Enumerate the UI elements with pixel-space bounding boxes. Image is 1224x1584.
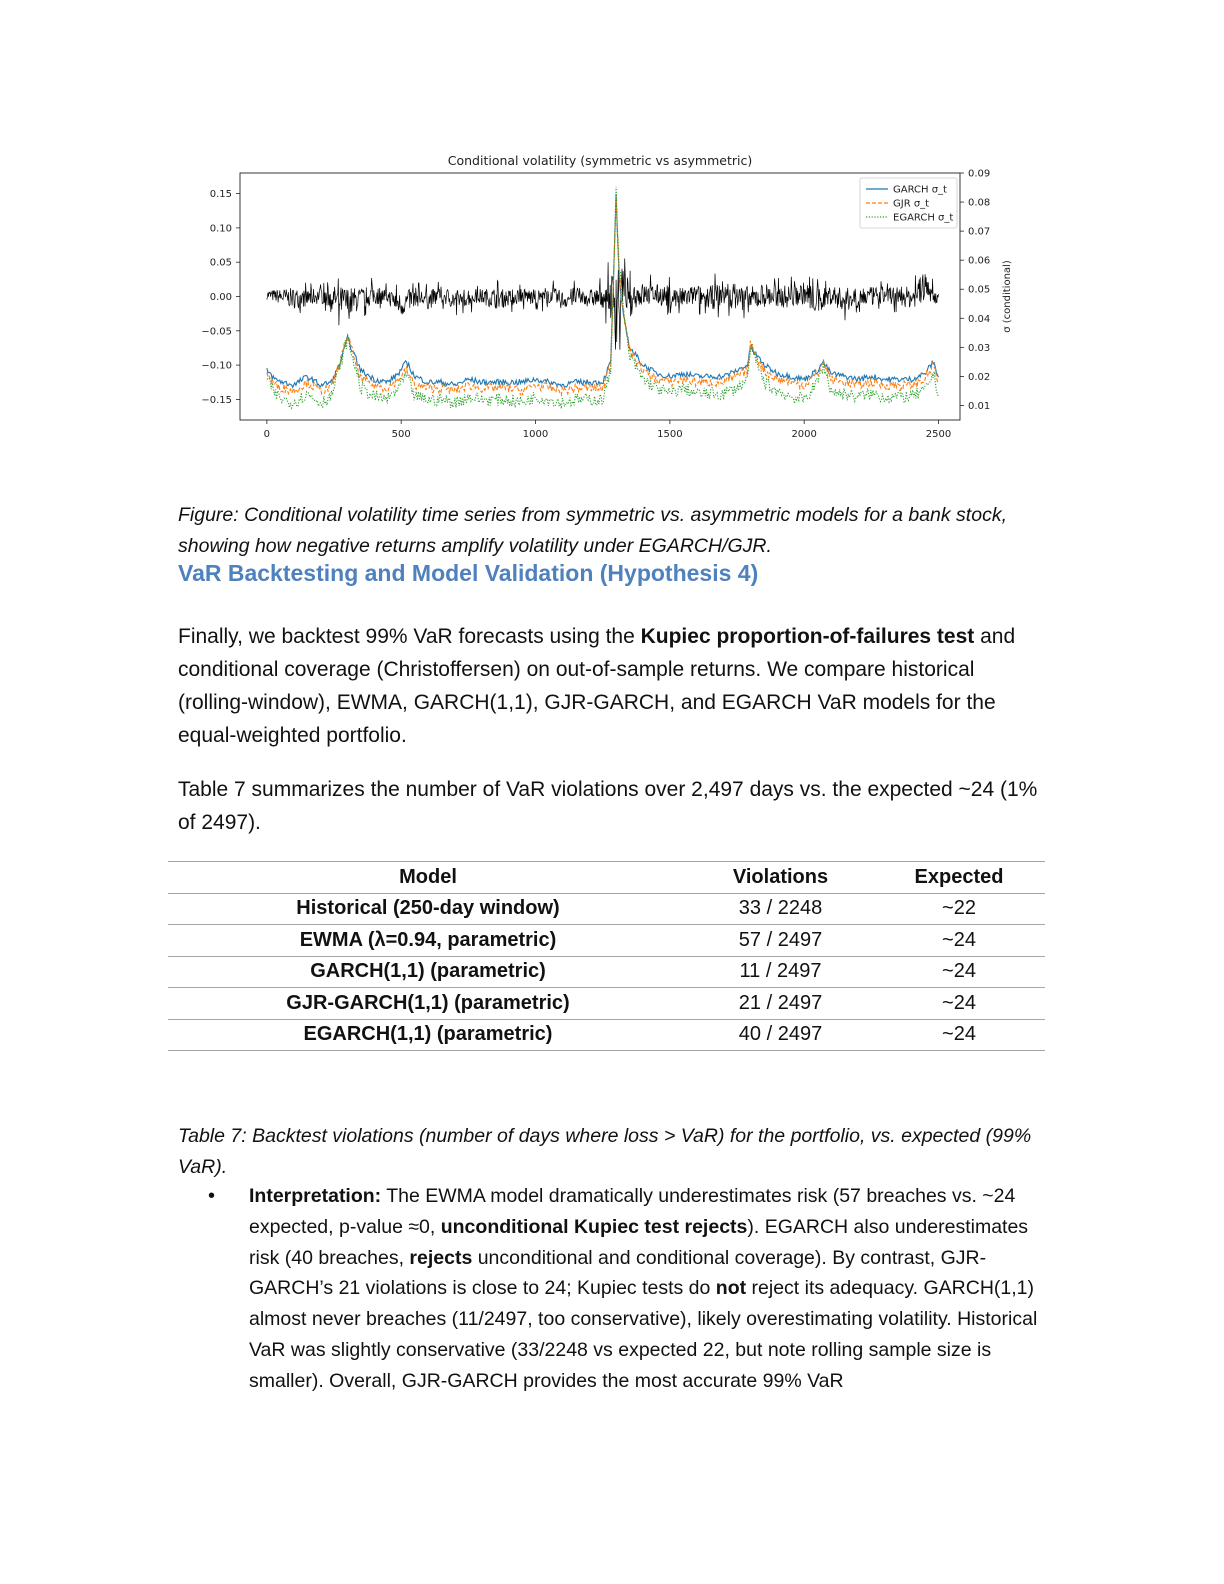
header-violations: Violations — [688, 861, 873, 893]
intro-paragraph: Finally, we backtest 99% VaR forecasts u… — [178, 620, 1048, 752]
interpretation-bullet: • Interpretation: The EWMA model dramati… — [208, 1181, 1038, 1397]
y-tick-label: −0.05 — [201, 326, 232, 337]
y2-tick-label: 0.02 — [968, 372, 990, 383]
y-tick-label: −0.10 — [201, 361, 232, 372]
plot-frame — [239, 172, 961, 421]
model-cell: GJR-GARCH(1,1) (parametric) — [168, 987, 688, 1019]
x-tick-label: 1000 — [523, 429, 548, 440]
chart-title: Conditional volatility (symmetric vs asy… — [448, 153, 752, 168]
violations-table: Model Violations Expected Historical (25… — [168, 861, 1045, 1051]
table-row: Historical (250-day window) 33 / 2248 ~2… — [168, 892, 1045, 925]
table-row: GARCH(1,1) (parametric) 11 / 2497 ~24 — [168, 955, 1045, 988]
x-tick-label: 500 — [392, 429, 411, 440]
y2-tick-label: 0.05 — [968, 285, 990, 296]
model-cell: GARCH(1,1) (parametric) — [168, 955, 688, 988]
table-header-row: Model Violations Expected — [168, 861, 1045, 893]
y2-tick-label: 0.08 — [968, 198, 990, 209]
y2-tick-label: 0.03 — [968, 343, 990, 354]
y2-axis-label: σ (conditional) — [1002, 260, 1013, 333]
figure-caption: Figure: Conditional volatility time seri… — [178, 503, 1007, 557]
y-tick-label: 0.10 — [210, 223, 232, 234]
returns-line — [266, 258, 939, 350]
bullet-bold-3: not — [715, 1277, 747, 1300]
y2-tick-label: 0.07 — [968, 227, 990, 238]
bullet-bold-1: unconditional Kupiec test rejects — [440, 1215, 748, 1238]
violations-cell: 21 / 2497 — [688, 987, 873, 1019]
bullet-bold-2: rejects — [409, 1246, 473, 1269]
garch-series-line — [266, 193, 940, 389]
expected-cell: ~24 — [873, 987, 1045, 1019]
x-tick-label: 2000 — [791, 429, 816, 440]
legend-label: EGARCH σ_t — [893, 213, 953, 224]
y2-tick-label: 0.06 — [968, 256, 990, 267]
para1-text-after: and conditional coverage (Christoffersen… — [178, 625, 1016, 747]
egarch-series-line — [266, 186, 940, 410]
bullet-marker: • — [208, 1185, 216, 1207]
gjr-series-line — [266, 196, 939, 397]
model-cell: EGARCH(1,1) (parametric) — [168, 1018, 688, 1051]
table-row: EWMA (λ=0.94, parametric) 57 / 2497 ~24 — [168, 924, 1045, 956]
header-expected: Expected — [873, 861, 1045, 893]
interpretation-text: Interpretation: The EWMA model dramatica… — [249, 1181, 1038, 1397]
table-row: GJR-GARCH(1,1) (parametric) 21 / 2497 ~2… — [168, 987, 1045, 1019]
bullet-text-3: unconditional and conditional coverage).… — [249, 1246, 987, 1300]
y-tick-label: 0.05 — [210, 258, 232, 269]
y2-tick-label: 0.01 — [968, 401, 990, 412]
y-tick-label: 0.15 — [210, 189, 232, 200]
legend-label: GJR σ_t — [893, 199, 929, 210]
interpretation-label: Interpretation: — [249, 1185, 382, 1207]
model-cell: EWMA (λ=0.94, parametric) — [168, 924, 688, 956]
bullet-text-2: ). EGARCH also underestimates risk (40 b… — [249, 1215, 1029, 1269]
expected-cell: ~22 — [873, 892, 1045, 925]
table-caption: Table 7: Backtest violations (number of … — [178, 1124, 1032, 1178]
x-tick-label: 1500 — [657, 429, 682, 440]
header-model: Model — [168, 861, 688, 893]
y2-tick-label: 0.09 — [968, 169, 990, 180]
bullet-text-1: The EWMA model dramatically underestimat… — [249, 1185, 1016, 1238]
volatility-chart: Conditional volatility (symmetric vs asy… — [190, 148, 1030, 448]
expected-cell: ~24 — [873, 955, 1045, 988]
y-tick-label: −0.15 — [201, 395, 232, 406]
x-tick-label: 0 — [264, 429, 270, 440]
chart-svg: Conditional volatility (symmetric vs asy… — [201, 153, 1013, 440]
kupiec-test-bold: Kupiec proportion-of-failures test — [640, 625, 975, 648]
y2-tick-label: 0.04 — [968, 314, 990, 325]
violations-cell: 57 / 2497 — [688, 924, 873, 956]
bullet-text-4: reject its adequacy. GARCH(1,1) almost n… — [249, 1277, 1038, 1392]
model-cell: Historical (250-day window) — [168, 892, 688, 925]
table-intro-paragraph: Table 7 summarizes the number of VaR vio… — [178, 778, 1038, 834]
para1-text-before: Finally, we backtest 99% VaR forecasts u… — [178, 625, 641, 648]
violations-cell: 11 / 2497 — [688, 955, 873, 988]
violations-cell: 40 / 2497 — [688, 1018, 873, 1051]
legend-box — [859, 177, 958, 229]
legend-label: GARCH σ_t — [893, 185, 947, 196]
y-tick-label: 0.00 — [210, 292, 232, 303]
section-heading: VaR Backtesting and Model Validation (Hy… — [178, 560, 759, 586]
expected-cell: ~24 — [873, 924, 1045, 956]
table-row: EGARCH(1,1) (parametric) 40 / 2497 ~24 — [168, 1018, 1045, 1051]
expected-cell: ~24 — [873, 1018, 1045, 1051]
x-tick-label: 2500 — [926, 429, 951, 440]
violations-cell: 33 / 2248 — [688, 892, 873, 925]
